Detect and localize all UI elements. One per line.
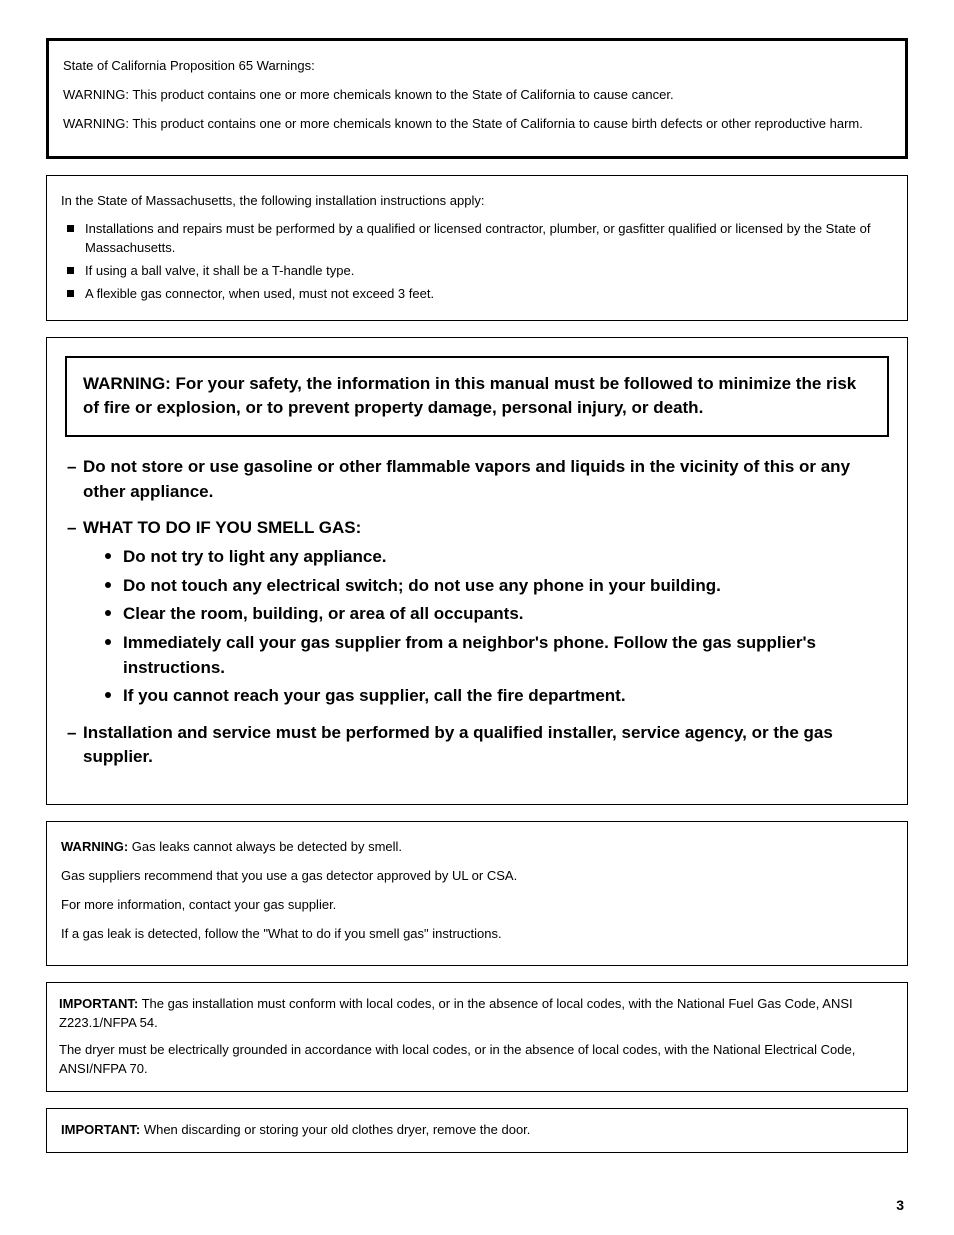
gas-bullet: Do not try to light any appliance. <box>105 545 889 570</box>
mass-item: If using a ball valve, it shall be a T-h… <box>67 262 893 281</box>
dash-item-smell-gas: WHAT TO DO IF YOU SMELL GAS: Do not try … <box>67 516 889 708</box>
gas-detect-line1-rest: Gas leaks cannot always be detected by s… <box>128 839 402 854</box>
codes-line2: The dryer must be electrically grounded … <box>59 1041 895 1079</box>
codes-box: IMPORTANT: The gas installation must con… <box>46 982 908 1091</box>
important-label: IMPORTANT: <box>61 1122 140 1137</box>
inner-warning-text: WARNING: For your safety, the informatio… <box>83 372 871 421</box>
gas-bullet: Clear the room, building, or area of all… <box>105 602 889 627</box>
codes-line1-rest: The gas installation must conform with l… <box>59 996 853 1030</box>
gas-bullet: Immediately call your gas supplier from … <box>105 631 889 680</box>
mass-intro: In the State of Massachusetts, the follo… <box>61 192 893 211</box>
massachusetts-box: In the State of Massachusetts, the follo… <box>46 175 908 321</box>
dash-list: Do not store or use gasoline or other fl… <box>67 455 889 770</box>
inner-warning-box: WARNING: For your safety, the informatio… <box>65 356 889 437</box>
mass-item: Installations and repairs must be perfor… <box>67 220 893 258</box>
smell-gas-bullets: Do not try to light any appliance. Do no… <box>105 545 889 709</box>
page-number: 3 <box>896 1197 904 1213</box>
gas-bullet: Do not touch any electrical switch; do n… <box>105 574 889 599</box>
mass-item: A flexible gas connector, when used, mus… <box>67 285 893 304</box>
codes-line1: IMPORTANT: The gas installation must con… <box>59 995 895 1033</box>
discard-box: IMPORTANT: When discarding or storing yo… <box>46 1108 908 1153</box>
prop65-heading: State of California Proposition 65 Warni… <box>63 57 891 76</box>
smell-gas-heading: WHAT TO DO IF YOU SMELL GAS: <box>83 516 889 541</box>
document-page: State of California Proposition 65 Warni… <box>0 0 954 1235</box>
gas-detect-line2: Gas suppliers recommend that you use a g… <box>61 867 893 886</box>
important-label: IMPORTANT: <box>59 996 138 1011</box>
warning-label: WARNING: <box>61 839 128 854</box>
prop65-warning-box: State of California Proposition 65 Warni… <box>46 38 908 159</box>
gas-detect-line4: If a gas leak is detected, follow the "W… <box>61 925 893 944</box>
gas-detect-line1: WARNING: Gas leaks cannot always be dete… <box>61 838 893 857</box>
gas-detect-line3: For more information, contact your gas s… <box>61 896 893 915</box>
mass-list: Installations and repairs must be perfor… <box>67 220 893 303</box>
prop65-line2: WARNING: This product contains one or mo… <box>63 115 891 134</box>
main-safety-warning-box: WARNING: For your safety, the informatio… <box>46 337 908 805</box>
gas-detector-box: WARNING: Gas leaks cannot always be dete… <box>46 821 908 966</box>
discard-rest: When discarding or storing your old clot… <box>140 1122 530 1137</box>
dash-item-installation: Installation and service must be perform… <box>67 721 889 770</box>
prop65-line1: WARNING: This product contains one or mo… <box>63 86 891 105</box>
discard-line: IMPORTANT: When discarding or storing yo… <box>61 1121 893 1140</box>
gas-bullet: If you cannot reach your gas supplier, c… <box>105 684 889 709</box>
dash-item-gasoline: Do not store or use gasoline or other fl… <box>67 455 889 504</box>
